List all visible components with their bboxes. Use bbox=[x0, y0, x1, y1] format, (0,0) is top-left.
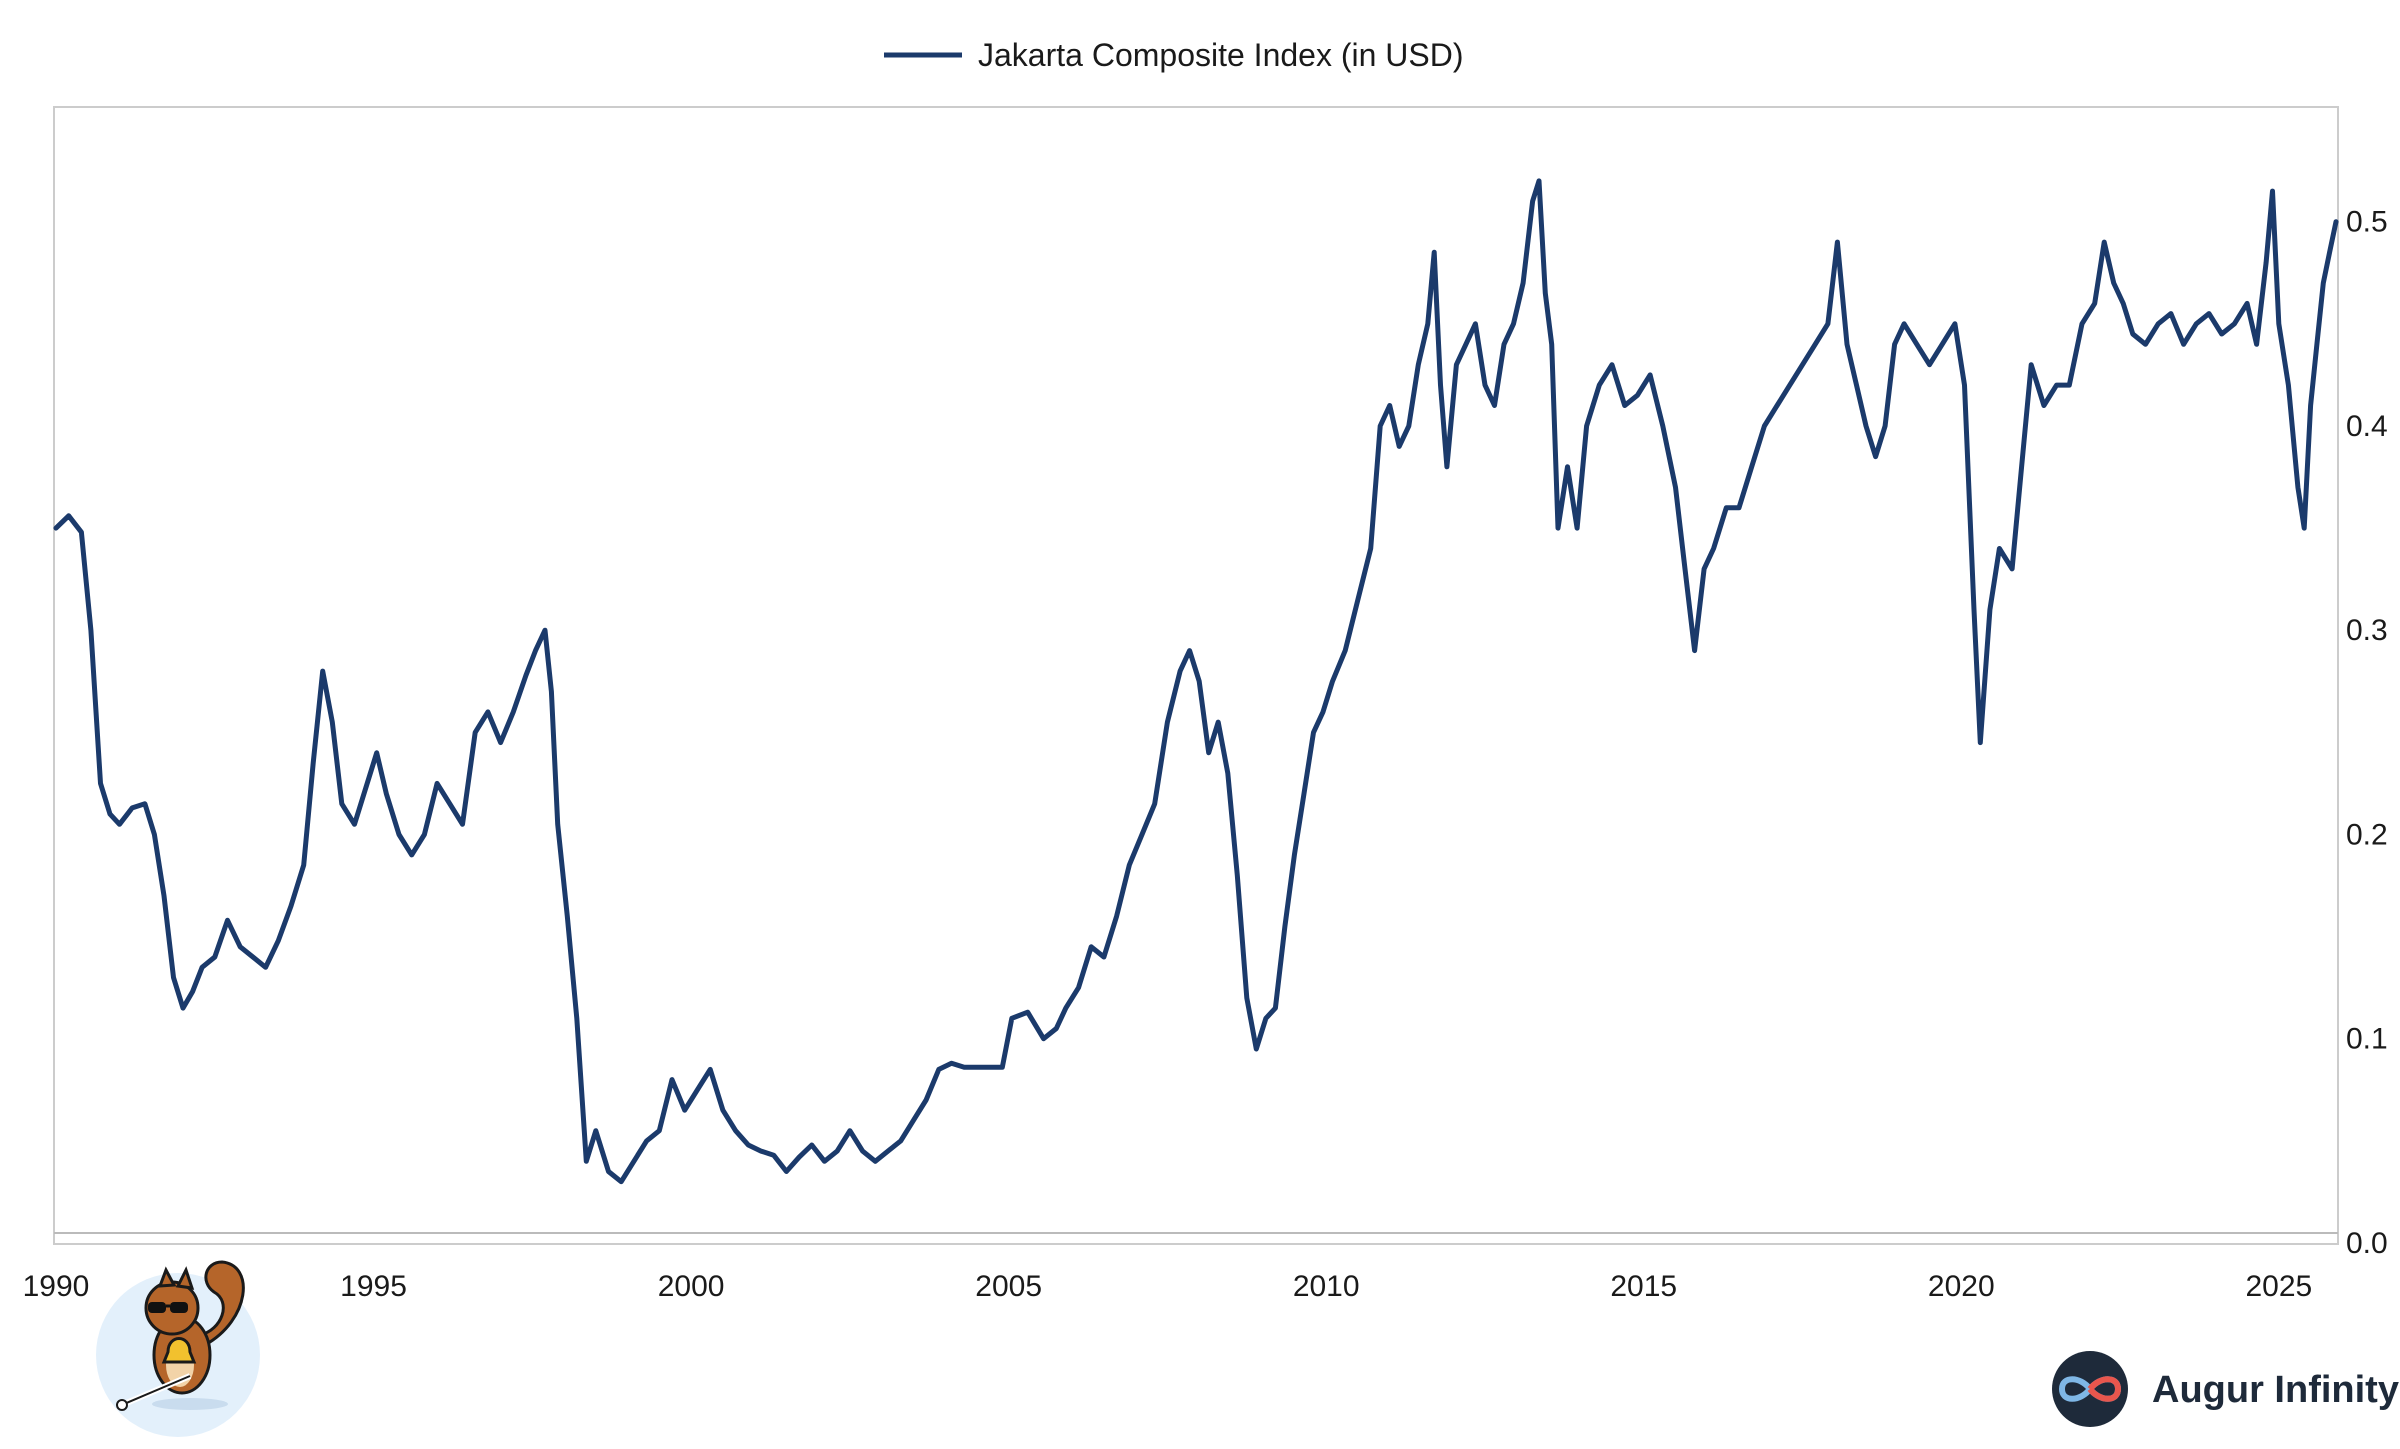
x-tick-label: 1990 bbox=[23, 1270, 90, 1303]
series-line-jakarta-composite-index bbox=[53, 178, 2339, 1185]
y-tick-label: 0.5 bbox=[2346, 206, 2388, 239]
x-tick-label: 2025 bbox=[2245, 1270, 2312, 1303]
y-axis-ticks: 0.0 0.1 0.2 0.3 0.4 0.5 bbox=[2346, 206, 2388, 1260]
y-tick-label: 0.3 bbox=[2346, 614, 2388, 647]
legend: Jakarta Composite Index (in USD) bbox=[884, 37, 1464, 73]
y-tick-label: 0.1 bbox=[2346, 1023, 2388, 1056]
x-axis-ticks: 1990 1995 2000 2005 2010 2015 2020 2025 bbox=[23, 1270, 2313, 1303]
infinity-logo-icon bbox=[2052, 1351, 2128, 1427]
x-tick-label: 1995 bbox=[340, 1270, 407, 1303]
y-tick-label: 0.0 bbox=[2346, 1227, 2388, 1260]
squirrel-mascot-icon bbox=[96, 1260, 260, 1437]
brand-logo: Augur Infinity bbox=[2052, 1351, 2399, 1427]
x-tick-label: 2000 bbox=[658, 1270, 725, 1303]
series-layer bbox=[53, 178, 2339, 1185]
x-tick-label: 2020 bbox=[1928, 1270, 1995, 1303]
brand-name: Augur Infinity bbox=[2152, 1369, 2399, 1411]
x-tick-label: 2010 bbox=[1293, 1270, 1360, 1303]
x-tick-label: 2015 bbox=[1610, 1270, 1677, 1303]
y-tick-label: 0.4 bbox=[2346, 410, 2388, 443]
legend-label: Jakarta Composite Index (in USD) bbox=[978, 37, 1464, 73]
plot-frame bbox=[53, 106, 2339, 1245]
y-tick-label: 0.2 bbox=[2346, 818, 2388, 851]
x-tick-label: 2005 bbox=[975, 1270, 1042, 1303]
